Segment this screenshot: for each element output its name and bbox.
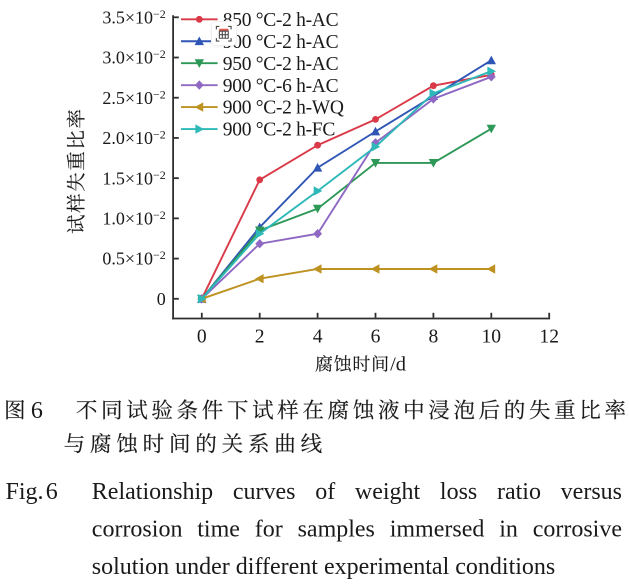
svg-text:/d: /d: [390, 353, 406, 375]
svg-text:2: 2: [255, 326, 265, 347]
svg-text:0.5×10−2: 0.5×10−2: [102, 248, 165, 269]
svg-text:12: 12: [539, 326, 559, 347]
svg-text:8: 8: [429, 326, 439, 347]
svg-text:weight: weight: [355, 479, 421, 505]
svg-text:curves: curves: [233, 479, 296, 505]
svg-text:900 °C-2 h-AC: 900 °C-2 h-AC: [223, 32, 338, 53]
svg-text:time: time: [197, 517, 240, 543]
svg-text:1.0×10−2: 1.0×10−2: [102, 208, 165, 229]
svg-text:900 °C-6 h-AC: 900 °C-6 h-AC: [223, 76, 338, 97]
svg-text:0: 0: [197, 326, 207, 347]
svg-text:900 °C-2 h-WQ: 900 °C-2 h-WQ: [223, 98, 344, 119]
svg-text:6: 6: [31, 398, 43, 424]
svg-text:850 °C-2 h-AC: 850 °C-2 h-AC: [223, 10, 338, 31]
svg-text:for: for: [255, 517, 283, 543]
svg-text:ratio: ratio: [497, 479, 541, 505]
svg-text:loss: loss: [440, 479, 477, 505]
svg-text:6: 6: [371, 326, 381, 347]
svg-text:samples: samples: [298, 517, 375, 543]
svg-text:3.5×10−2: 3.5×10−2: [102, 7, 165, 28]
svg-text:immersed: immersed: [390, 517, 485, 543]
svg-text:950 °C-2 h-AC: 950 °C-2 h-AC: [223, 54, 338, 75]
svg-text:solution under different exper: solution under different experimental co…: [92, 554, 555, 580]
svg-text:Relationship: Relationship: [92, 479, 213, 505]
svg-text:Fig.: Fig.: [6, 479, 44, 505]
svg-text:4: 4: [313, 326, 323, 347]
svg-text:2.5×10−2: 2.5×10−2: [102, 87, 165, 108]
svg-text:3.0×10−2: 3.0×10−2: [102, 47, 165, 68]
svg-text:2.0×10−2: 2.0×10−2: [102, 128, 165, 149]
svg-text:0: 0: [157, 289, 166, 309]
svg-text:of: of: [315, 479, 335, 505]
svg-text:corrosion: corrosion: [92, 517, 183, 543]
svg-text:900 °C-2 h-FC: 900 °C-2 h-FC: [223, 120, 335, 141]
svg-text:versus: versus: [561, 479, 622, 505]
svg-text:10: 10: [482, 326, 502, 347]
svg-text:corrosive: corrosive: [533, 517, 622, 543]
svg-text:6: 6: [46, 479, 58, 505]
svg-text:1.5×10−2: 1.5×10−2: [102, 168, 165, 189]
svg-text:in: in: [499, 517, 518, 543]
